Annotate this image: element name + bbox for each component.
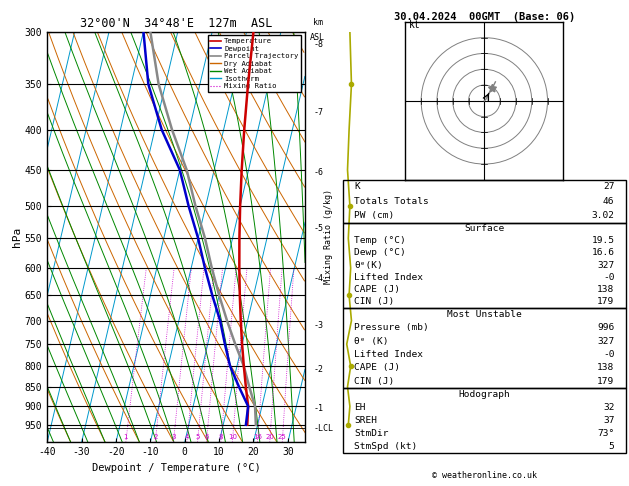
Text: -LCL: -LCL xyxy=(314,424,334,433)
Text: CIN (J): CIN (J) xyxy=(354,377,394,386)
Text: 8: 8 xyxy=(219,434,223,440)
Text: Hodograph: Hodograph xyxy=(459,390,510,399)
Text: kt: kt xyxy=(408,20,420,30)
Text: 5: 5 xyxy=(609,442,615,451)
X-axis label: Dewpoint / Temperature (°C): Dewpoint / Temperature (°C) xyxy=(92,463,260,473)
Text: Lifted Index: Lifted Index xyxy=(354,350,423,359)
Text: 19.5: 19.5 xyxy=(591,236,615,245)
Text: Totals Totals: Totals Totals xyxy=(354,197,429,206)
Text: -3: -3 xyxy=(314,321,324,330)
Y-axis label: hPa: hPa xyxy=(12,227,22,247)
Text: 138: 138 xyxy=(598,363,615,372)
Text: CIN (J): CIN (J) xyxy=(354,297,394,306)
Text: -8: -8 xyxy=(314,40,324,50)
Text: 20: 20 xyxy=(265,434,274,440)
Text: 6: 6 xyxy=(204,434,209,440)
Text: 37: 37 xyxy=(603,416,615,425)
Text: 2: 2 xyxy=(153,434,157,440)
Text: -0: -0 xyxy=(603,350,615,359)
Text: -1: -1 xyxy=(314,404,324,414)
Text: -4: -4 xyxy=(314,274,324,282)
Text: 16: 16 xyxy=(253,434,262,440)
Text: SREH: SREH xyxy=(354,416,377,425)
Text: Most Unstable: Most Unstable xyxy=(447,310,521,319)
Text: Lifted Index: Lifted Index xyxy=(354,273,423,282)
Text: 996: 996 xyxy=(598,323,615,332)
Legend: Temperature, Dewpoint, Parcel Trajectory, Dry Adiabat, Wet Adiabat, Isotherm, Mi: Temperature, Dewpoint, Parcel Trajectory… xyxy=(208,35,301,92)
Text: Pressure (mb): Pressure (mb) xyxy=(354,323,429,332)
Text: 327: 327 xyxy=(598,260,615,270)
Text: CAPE (J): CAPE (J) xyxy=(354,285,400,294)
Text: -5: -5 xyxy=(314,224,324,233)
Text: 25: 25 xyxy=(278,434,287,440)
Text: EH: EH xyxy=(354,403,365,412)
Text: 46: 46 xyxy=(603,197,615,206)
Text: StmDir: StmDir xyxy=(354,429,389,438)
Text: -6: -6 xyxy=(314,169,324,177)
Text: 1: 1 xyxy=(123,434,128,440)
Text: Dewp (°C): Dewp (°C) xyxy=(354,248,406,258)
Title: 32°00'N  34°48'E  127m  ASL: 32°00'N 34°48'E 127m ASL xyxy=(80,17,272,31)
Text: -0: -0 xyxy=(603,273,615,282)
Text: -2: -2 xyxy=(314,364,324,374)
Text: km: km xyxy=(313,18,323,28)
Text: CAPE (J): CAPE (J) xyxy=(354,363,400,372)
Text: 32: 32 xyxy=(603,403,615,412)
Text: Temp (°C): Temp (°C) xyxy=(354,236,406,245)
Text: θᵉ (K): θᵉ (K) xyxy=(354,336,389,346)
Text: 5: 5 xyxy=(196,434,199,440)
Text: 30.04.2024  00GMT  (Base: 06): 30.04.2024 00GMT (Base: 06) xyxy=(394,12,575,22)
Text: 179: 179 xyxy=(598,297,615,306)
Text: 3: 3 xyxy=(171,434,175,440)
Text: 327: 327 xyxy=(598,336,615,346)
Text: 3.02: 3.02 xyxy=(591,211,615,220)
Text: 73°: 73° xyxy=(598,429,615,438)
Text: 4: 4 xyxy=(185,434,189,440)
Text: -7: -7 xyxy=(314,108,324,117)
Text: StmSpd (kt): StmSpd (kt) xyxy=(354,442,418,451)
Text: 138: 138 xyxy=(598,285,615,294)
Text: PW (cm): PW (cm) xyxy=(354,211,394,220)
Text: Mixing Ratio (g/kg): Mixing Ratio (g/kg) xyxy=(324,190,333,284)
Text: © weatheronline.co.uk: © weatheronline.co.uk xyxy=(432,471,537,480)
Text: 16.6: 16.6 xyxy=(591,248,615,258)
Text: 27: 27 xyxy=(603,182,615,191)
Text: θᵉ(K): θᵉ(K) xyxy=(354,260,383,270)
Text: 10: 10 xyxy=(228,434,237,440)
Text: 179: 179 xyxy=(598,377,615,386)
Text: Surface: Surface xyxy=(464,224,504,233)
Text: ASL: ASL xyxy=(310,33,325,42)
Text: K: K xyxy=(354,182,360,191)
